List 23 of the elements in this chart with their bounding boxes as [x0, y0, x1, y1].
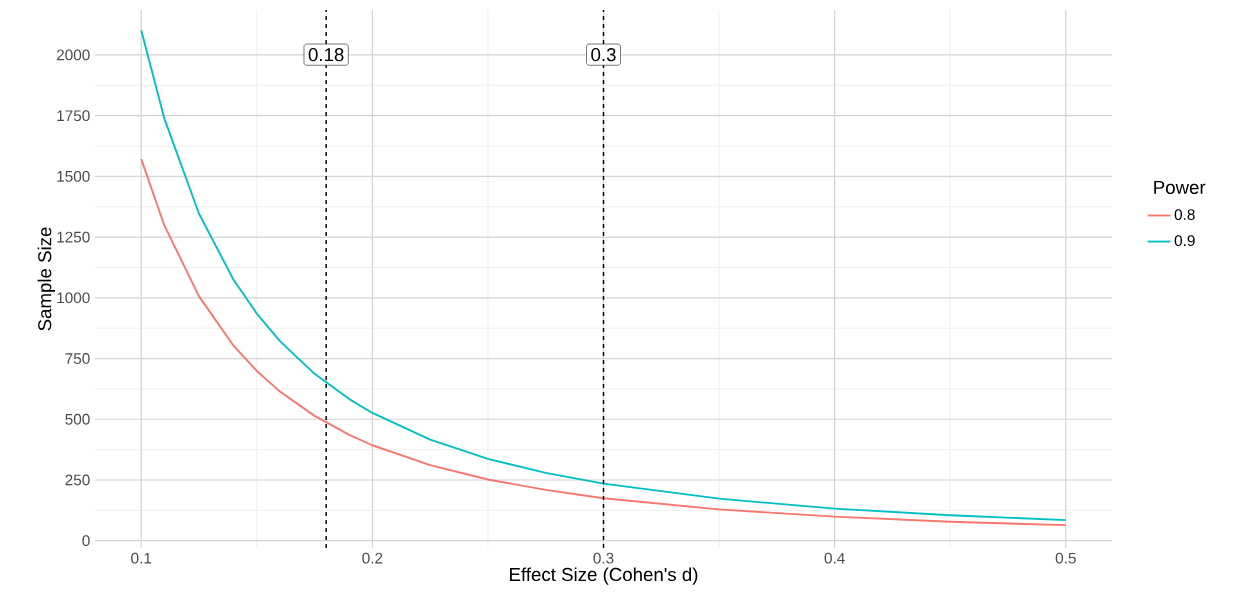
- y-axis-title: Sample Size: [37, 227, 56, 331]
- y-tick-label: 1000: [57, 292, 90, 304]
- y-tick-label: 250: [65, 474, 90, 486]
- y-tick-label: 1750: [57, 110, 90, 122]
- line-series: [140, 29, 1067, 522]
- ref-line-label: 0.18: [308, 48, 344, 62]
- x-tick-label: 0.3: [593, 552, 614, 564]
- y-tick-label: 0: [82, 535, 90, 547]
- x-tick-label: 0.5: [1055, 552, 1076, 564]
- y-tick-label: 2000: [56, 49, 90, 61]
- legend-label: 0.8: [1174, 209, 1195, 221]
- y-tick-label: 1250: [57, 231, 90, 243]
- ref-line-label: 0.3: [591, 48, 616, 62]
- legend-title: Power: [1154, 180, 1206, 195]
- y-tick-label: 1500: [57, 170, 90, 182]
- y-tick-label: 500: [65, 413, 90, 425]
- x-tick-label: 0.2: [362, 552, 383, 564]
- x-tick-label: 0.1: [131, 552, 152, 564]
- y-tick-label: 750: [65, 353, 90, 364]
- line-series: [140, 158, 1067, 527]
- x-axis-title: Effect Size (Cohen's d): [510, 567, 698, 585]
- legend-label: 0.9: [1174, 235, 1195, 247]
- x-tick-label: 0.4: [824, 552, 845, 564]
